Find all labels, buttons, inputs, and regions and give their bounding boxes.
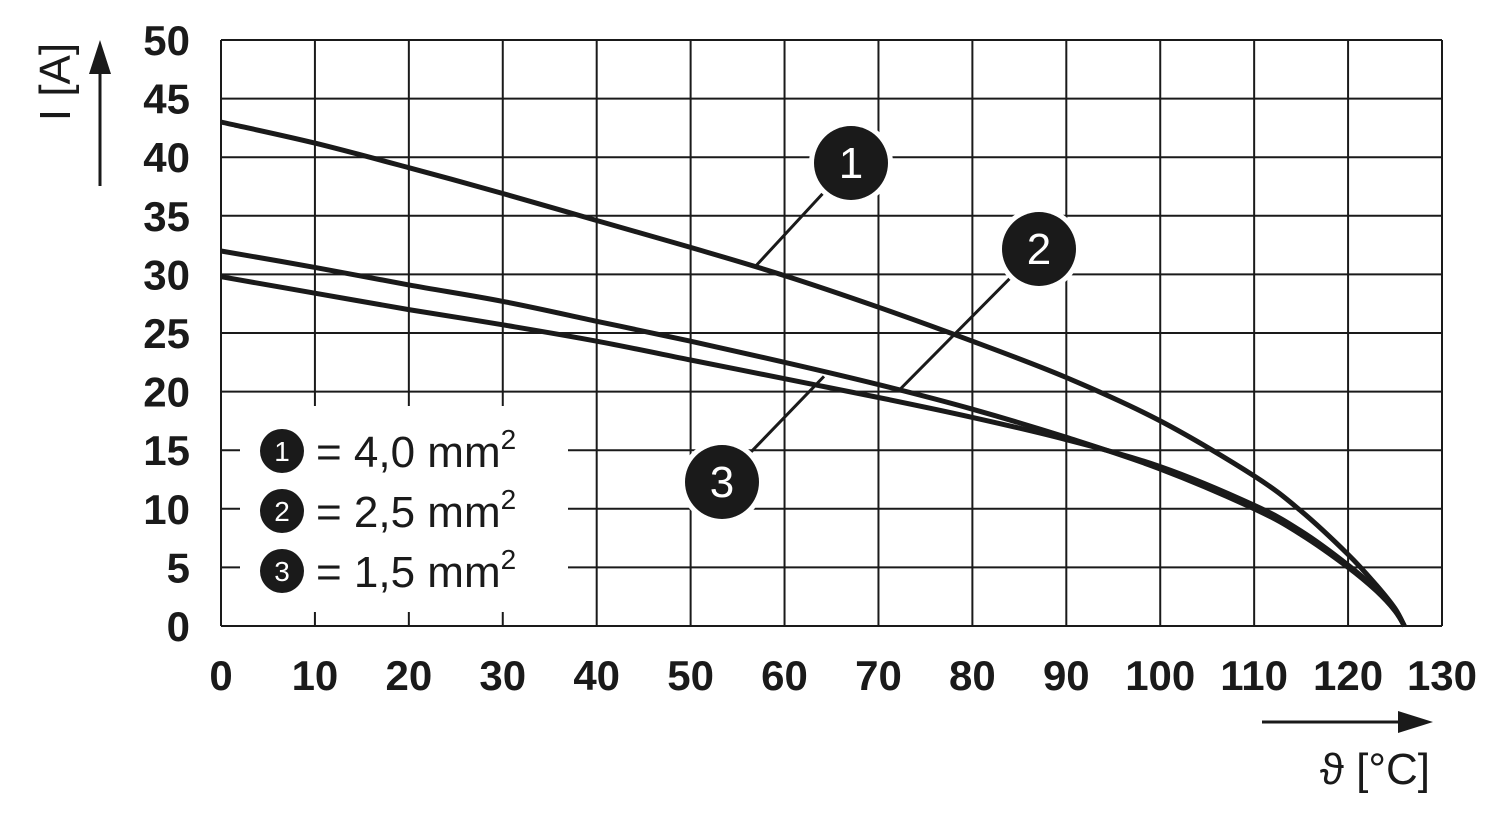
tick-labels: 0 10 20 30 40 50 60 70 80 90 100 110 120 130051015202… — [143, 17, 1477, 699]
y-tick-label: 25 — [143, 310, 190, 357]
x-tick-label: 100 — [1125, 652, 1195, 699]
x-tick-label: 60 — [761, 652, 808, 699]
x-tick-label: 0 — [209, 652, 232, 699]
legend-marker-2 — [260, 489, 304, 533]
legend-superscript: 2 — [501, 484, 517, 515]
legend-entry-1: = 4,0 mm2 — [316, 424, 516, 477]
legend-marker-label-3: 3 — [274, 556, 290, 587]
y-tick-label: 15 — [143, 427, 190, 474]
y-tick-label: 50 — [143, 17, 190, 64]
y-tick-label: 10 — [143, 486, 190, 533]
legend-superscript: 2 — [501, 424, 517, 455]
y-tick-label: 5 — [167, 544, 190, 591]
x-tick-label: 90 — [1043, 652, 1090, 699]
x-tick-label: 30 — [479, 652, 526, 699]
y-axis-title-group: I [A] — [31, 40, 111, 186]
callout-leader-1 — [753, 190, 826, 269]
x-tick-label: 130 — [1407, 652, 1477, 699]
x-tick-label: 70 — [855, 652, 902, 699]
callout-leader-3 — [748, 375, 826, 455]
callout-marker-1 — [814, 126, 888, 200]
y-axis-arrow-head — [89, 40, 111, 74]
x-tick-label: 20 — [385, 652, 432, 699]
y-tick-label: 35 — [143, 193, 190, 240]
legend-entry-2: = 2,5 mm2 — [316, 484, 516, 537]
callout-label-1: 1 — [839, 139, 863, 188]
legend-superscript: 2 — [501, 544, 517, 575]
y-axis-title: I [A] — [31, 43, 80, 121]
callout-marker-2 — [1002, 212, 1076, 286]
legend-marker-label-2: 2 — [274, 496, 290, 527]
legend-marker-label-1: 1 — [274, 436, 290, 467]
legend-marker-1 — [260, 429, 304, 473]
y-tick-label: 45 — [143, 76, 190, 123]
x-axis-title: ϑ [°C] — [1320, 745, 1430, 794]
callouts: 1 2 3 — [680, 121, 1081, 524]
y-tick-label: 40 — [143, 134, 190, 181]
series-line-3 — [220, 274, 1407, 628]
x-axis-arrow-head — [1398, 711, 1433, 733]
x-tick-label: 50 — [667, 652, 714, 699]
x-tick-label: 120 — [1313, 652, 1383, 699]
x-tick-label: 40 — [573, 652, 620, 699]
grid — [220, 39, 1443, 627]
x-axis-title-group: ϑ [°C] — [1262, 711, 1433, 794]
callout-label-3: 3 — [710, 458, 734, 507]
callout-label-2: 2 — [1027, 225, 1051, 274]
x-tick-label: 110 — [1220, 652, 1288, 699]
legend-marker-3 — [260, 549, 304, 593]
x-tick-label: 10 — [292, 652, 339, 699]
x-tick-label: 80 — [949, 652, 996, 699]
callout-leader-2 — [898, 275, 1013, 391]
legend-entry-3: = 1,5 mm2 — [316, 544, 516, 597]
y-tick-label: 30 — [143, 251, 190, 298]
y-tick-label: 0 — [167, 603, 190, 650]
y-tick-label: 20 — [143, 369, 190, 416]
callout-marker-3 — [685, 445, 759, 519]
